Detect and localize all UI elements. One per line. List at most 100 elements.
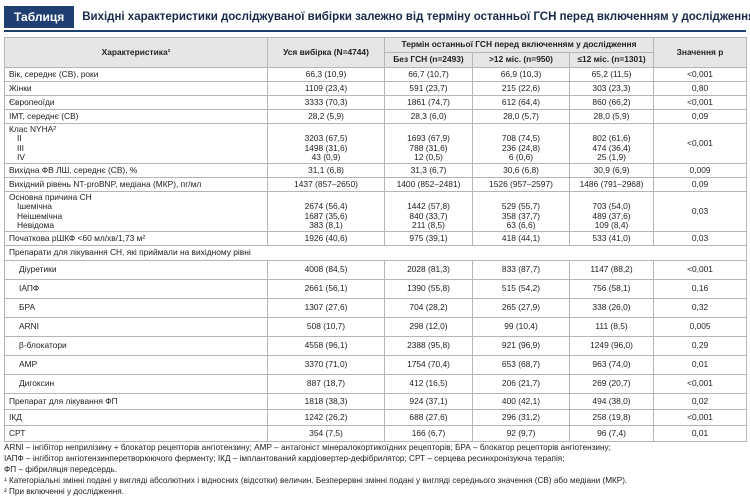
table-cell: 296 (31,2) [472,409,570,426]
table-cell: 31,3 (6,7) [384,163,473,178]
table-cell: 1147 (88,2) [568,260,655,280]
table-cell: 612 (64,4) [472,95,570,110]
section-row: Препарати для лікування СН, які приймали… [3,245,748,261]
table-cell: 1818 (38,3) [267,393,385,410]
table-cell: 1526 (957–2597) [472,177,570,192]
table-cell: 66,7 (10,7) [384,67,473,82]
table-row: ІКД 1242 (26,2) 688 (27,6) 296 (31,2) 258 (1… [4,409,748,426]
table-cell: 303 (23,3) [568,81,655,96]
table-cell: 688 (27,6) [384,409,473,426]
table-cell: <0,001 [653,374,748,394]
cell-line: 109 (8,4) [594,220,629,230]
data-table: Характеристика¹ Уся вибірка (N=4744) Тер… [3,37,748,442]
table-cell: 418 (44,1) [472,231,570,246]
table-cell: 0,005 [653,317,748,337]
group-label: Клас NYHA² [9,123,56,134]
table-cell: 1693 (67,9) 788 (31,6) 12 (0,5) [384,123,473,164]
table-cell: 265 (27,9) [472,298,570,318]
table-cell: 166 (6,7) [384,425,473,442]
table-cell: 494 (38,0) [568,393,655,410]
cell-line: 12 (0,5) [414,152,443,162]
row-label: Препарат для лікування ФП [4,393,268,410]
table-cell: 99 (10,4) [472,317,570,337]
cell-line: 383 (8,1) [309,220,343,230]
footnote: ¹ Категоріальні змінні подані у вигляді … [4,476,628,485]
table-row: Вік, середнє (СВ), роки 66,3 (10,9) 66,7 (… [4,67,748,82]
table-cell: 529 (55,7) 358 (37,7) 63 (6,6) [472,191,570,232]
cell-line: 3203 (67,5) [304,133,348,143]
table-row: БРА 1307 (27,6) 704 (28,2) 265 (27,9) 338 (2… [4,298,748,318]
row-label: БРА [4,298,268,318]
cell-line: 703 (54,0) [592,201,631,211]
cell-line: 43 (0,9) [311,152,341,162]
table-cell: 1861 (74,7) [384,95,473,110]
row-label: ІМТ, середнє (СВ) [4,109,268,124]
subcolumn-header: Без ГСН (n=2493) [384,52,473,68]
table-cell: 924 (37,1) [384,393,473,410]
table-cell: 30,6 (6,8) [472,163,570,178]
footnote: ARNI – інгібітор неприлізину + блокатор … [4,443,611,452]
table-cell: 963 (74,0) [568,355,655,375]
table-cell: 591 (23,7) [384,81,473,96]
table-cell: 1307 (27,6) [267,298,385,318]
row-label: Діуретики [4,260,268,280]
subcolumn-header: ≤12 міс. (n=1301) [568,52,655,68]
table-cell: <0,001 [653,409,748,426]
table-cell: 508 (10,7) [267,317,385,337]
cell-line: 474 (36,4) [592,142,631,153]
table-row: Основна причина СН Ішемічна Неішемічна Неві… [4,191,748,232]
table-row: АМР 3370 (71,0) 1754 (70,4) 653 (68,7) 963 (… [4,355,748,375]
table-cell: 3333 (70,3) [267,95,385,110]
table-cell: 66,9 (10,3) [472,67,570,82]
table-cell: 2388 (95,8) [384,336,473,356]
table-row: Початкова рШКФ <60 мл/хв/1,73 м² 1926 (40… [4,231,748,246]
table-cell: 1242 (26,2) [267,409,385,426]
table-cell: 206 (21,7) [472,374,570,394]
table-cell: 0,16 [653,279,748,299]
table-cell: 921 (96,9) [472,336,570,356]
table-row: Вихідний рівень NT-proBNP, медіана (МКР)… [4,177,748,192]
row-label: Вік, середнє (СВ), роки [4,67,268,82]
table-cell: 66,3 (10,9) [267,67,385,82]
cell-line: 840 (33,7) [409,210,448,221]
table-cell: 31,1 (6,8) [267,163,385,178]
table-cell: 1926 (40,6) [267,231,385,246]
table-cell: 298 (12,0) [384,317,473,337]
table-cell: 400 (42,1) [472,393,570,410]
row-label: Дигоксин [4,374,268,394]
table-cell: 653 (68,7) [472,355,570,375]
table-cell: 887 (18,7) [267,374,385,394]
table-cell: 0,80 [653,81,748,96]
table-row: ІМТ, середнє (СВ) 28,2 (5,9) 28,3 (6,0) 28,… [4,109,748,124]
column-header: Характеристика¹ [4,37,268,68]
column-header: Значення p [653,37,748,68]
table-cell: 269 (20,7) [568,374,655,394]
table-cell: 0,09 [653,177,748,192]
table-cell: 28,3 (6,0) [384,109,473,124]
row-label: Основна причина СН Ішемічна Неішемічна Неві… [4,191,268,232]
cell-line: 788 (31,6) [409,142,448,153]
row-label: Клас NYHA² II III IV [4,123,268,164]
table-cell: 3203 (67,5) 1498 (31,6) 43 (0,9) [267,123,385,164]
group-label: Основна причина СН [9,191,92,202]
cell-line: 1498 (31,6) [304,142,348,153]
row-label: ІАПФ [4,279,268,299]
table-cell: <0,001 [653,67,748,82]
table-row: β-блокатори 4558 (96,1) 2388 (95,8) 921 (96… [4,336,748,356]
table-cell: 2674 (56,4) 1687 (35,6) 383 (8,1) [267,191,385,232]
table-cell: 0,32 [653,298,748,318]
footnotes: ARNI – інгібітор неприлізину + блокатор … [4,442,746,497]
table-cell: 4558 (96,1) [267,336,385,356]
table-cell: 1442 (57,8) 840 (33,7) 211 (8,5) [384,191,473,232]
table-cell: 0,02 [653,393,748,410]
table-cell: 338 (26,0) [568,298,655,318]
sub-label: III [17,142,24,153]
table-cell: 0,01 [653,355,748,375]
cell-line: 63 (6,6) [506,220,536,230]
table-cell: 0,29 [653,336,748,356]
table-cell: 802 (61,6) 474 (36,4) 25 (1,9) [568,123,655,164]
table-cell: 3370 (71,0) [267,355,385,375]
table-cell: 4008 (84,5) [267,260,385,280]
table-cell: 1390 (55,8) [384,279,473,299]
table-row: Препарат для лікування ФП 1818 (38,3) 924 … [4,393,748,410]
